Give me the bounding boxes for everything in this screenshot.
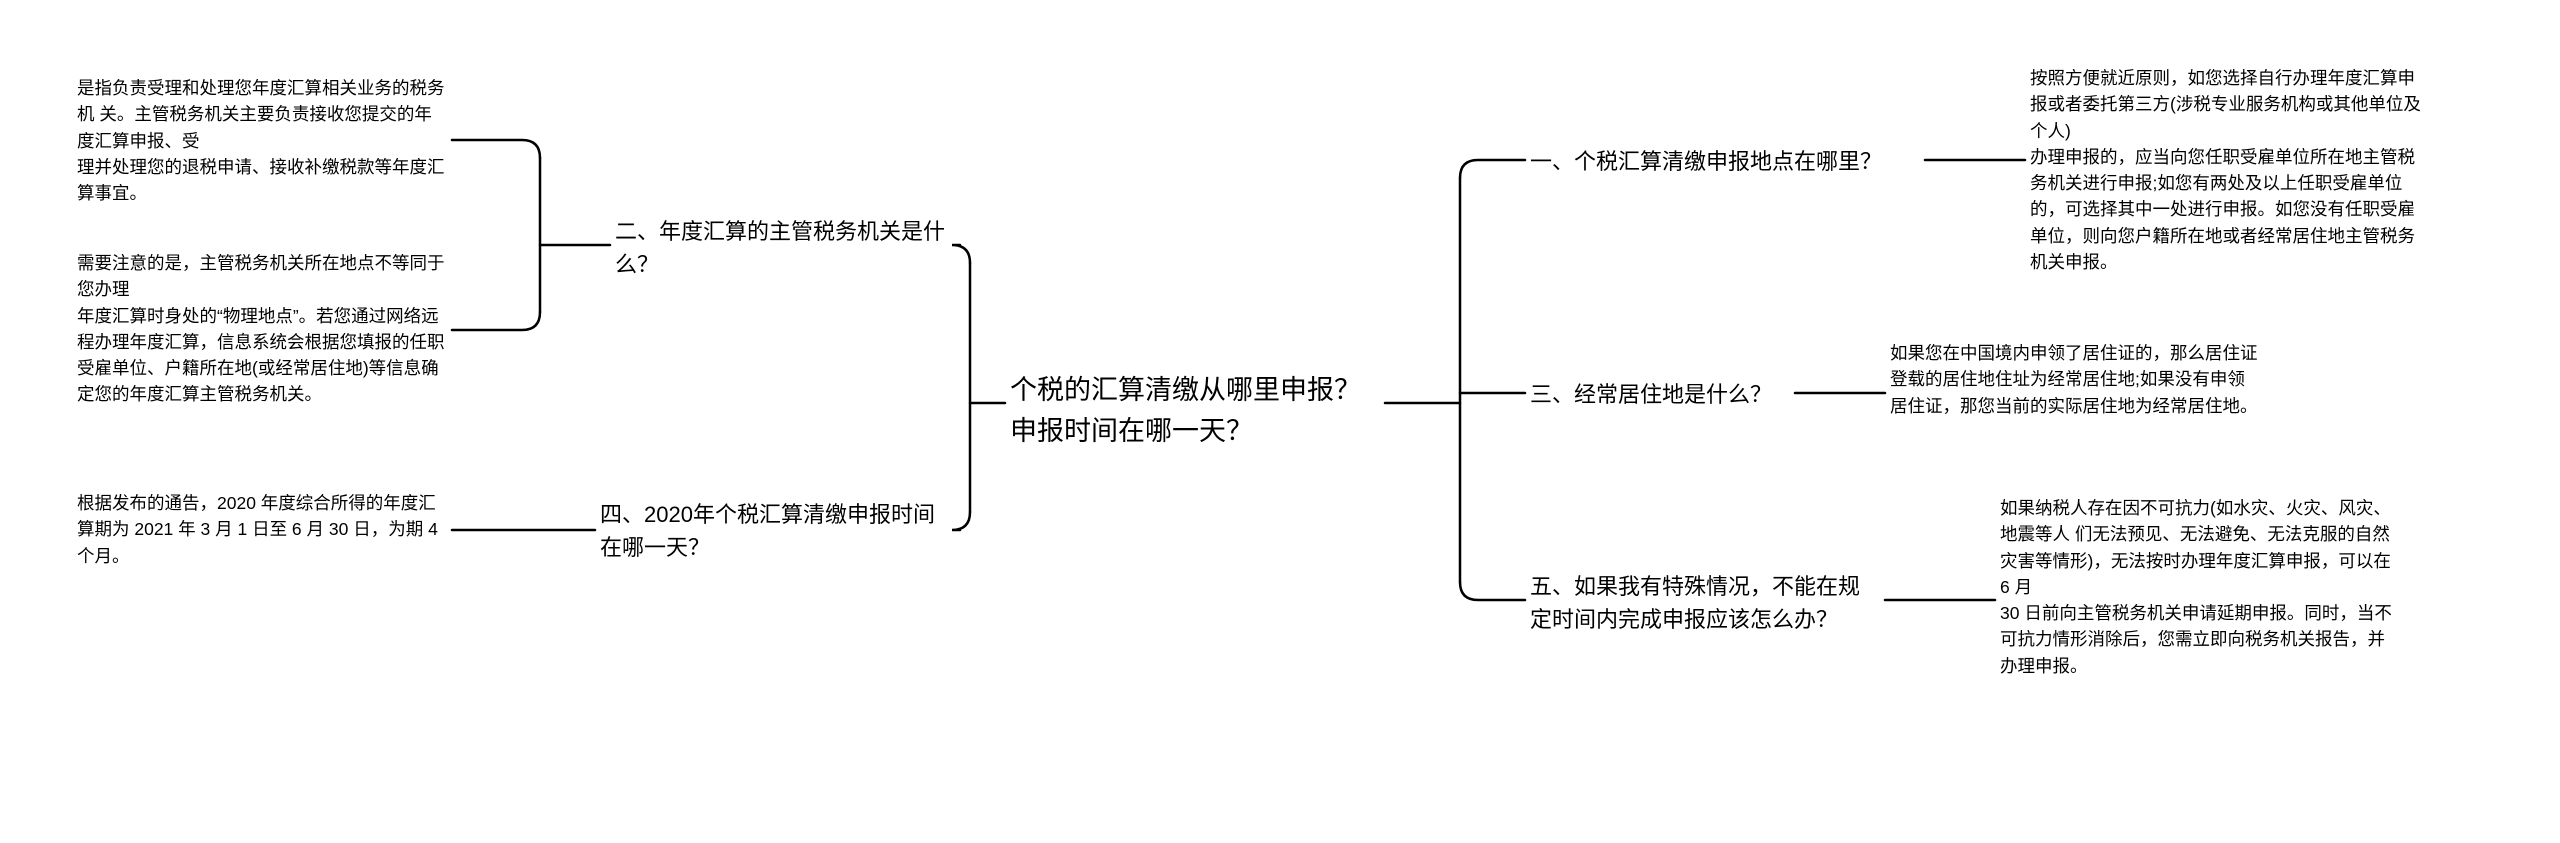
edge	[1460, 160, 1525, 178]
center-root: 个税的汇算清缴从哪里申报？申报时间在哪一天？	[1010, 370, 1380, 451]
node-q4a: 根据发布的通告，2020 年度综合所得的年度汇算期为 2021 年 3 月 1 …	[77, 490, 447, 569]
edge	[1460, 582, 1525, 600]
node-q2a: 是指负责受理和处理您年度汇算相关业务的税务机 关。主管税务机关主要负责接收您提交…	[77, 75, 447, 206]
node-q3: 三、经常居住地是什么？	[1530, 378, 1790, 411]
node-q2b: 需要注意的是，主管税务机关所在地点不等同于您办理年度汇算时身处的“物理地点”。若…	[77, 250, 447, 408]
node-q5: 五、如果我有特殊情况，不能在规定时间内完成申报应该怎么办？	[1530, 570, 1880, 636]
edge	[452, 312, 540, 330]
node-q2: 二、年度汇算的主管税务机关是什么？	[615, 215, 955, 281]
node-q1a: 按照方便就近原则，如您选择自行办理年度汇算申报或者委托第三方(涉税专业服务机构或…	[2030, 65, 2430, 275]
node-q5a: 如果纳税人存在因不可抗力(如水灾、火灾、风灾、地震等人 们无法预见、无法避免、无…	[2000, 495, 2400, 679]
node-q4: 四、2020年个税汇算清缴申报时间在哪一天？	[600, 498, 955, 564]
node-q3a: 如果您在中国境内申领了居住证的，那么居住证登载的居住地住址为经常居住地;如果没有…	[1890, 340, 2260, 419]
node-q1: 一、个税汇算清缴申报地点在哪里？	[1530, 145, 1920, 178]
edge	[452, 140, 540, 158]
